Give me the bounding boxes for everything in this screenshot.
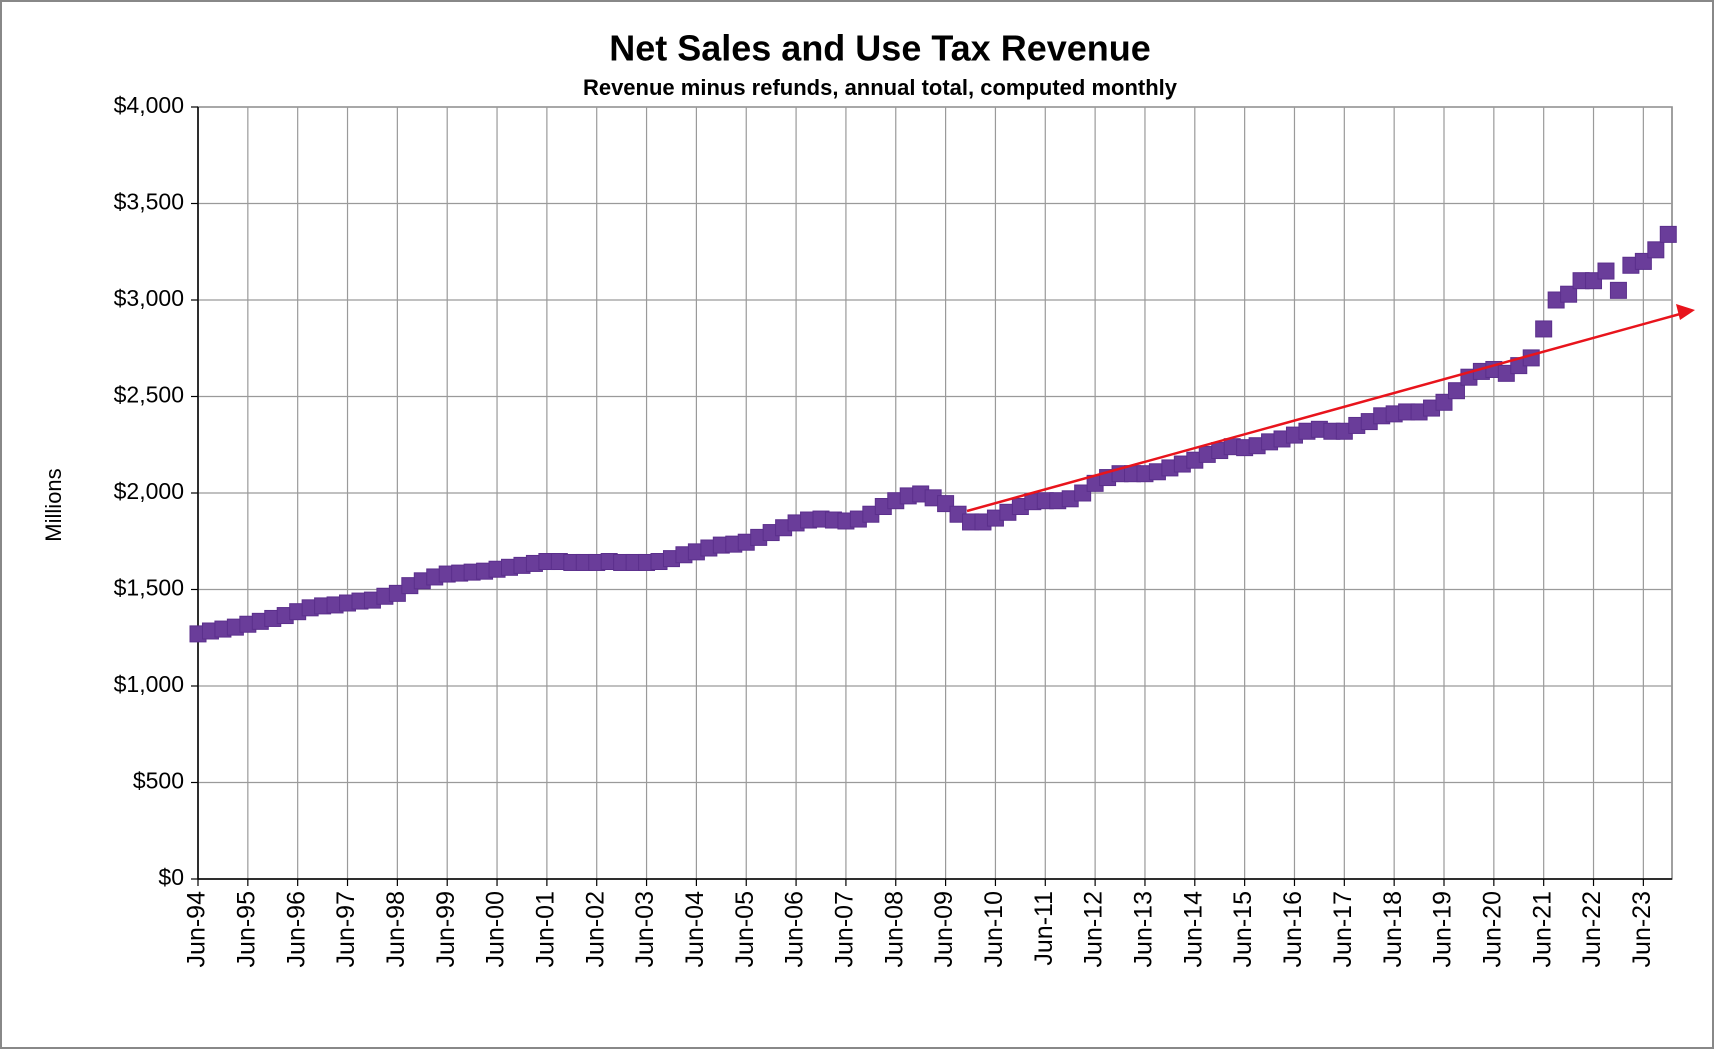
data-point: [1659, 225, 1677, 243]
x-tick-label: Jun-19: [1429, 891, 1457, 967]
x-tick-label: Jun-20: [1478, 891, 1506, 967]
x-tick-label: Jun-06: [781, 891, 809, 967]
y-tick-label: $500: [133, 768, 184, 794]
x-tick-label: Jun-14: [1179, 891, 1207, 968]
y-tick-label: $4,000: [114, 92, 184, 118]
chart-title: Net Sales and Use Tax Revenue: [609, 28, 1151, 69]
x-tick-label: Jun-12: [1080, 891, 1108, 967]
chart-subtitle: Revenue minus refunds, annual total, com…: [583, 75, 1178, 100]
y-tick-label: $1,000: [114, 671, 184, 697]
x-tick-label: Jun-13: [1130, 891, 1158, 967]
y-tick-label: $3,500: [114, 189, 184, 215]
y-tick-label: $2,500: [114, 382, 184, 408]
x-tick-label: Jun-01: [531, 891, 559, 967]
x-tick-label: Jun-10: [980, 891, 1008, 967]
x-tick-label: Jun-99: [432, 891, 460, 967]
data-point: [1560, 285, 1578, 303]
x-tick-label: Jun-17: [1329, 891, 1357, 967]
y-tick-label: $3,000: [114, 285, 184, 311]
x-tick-label: Jun-00: [482, 891, 510, 967]
x-tick-label: Jun-03: [631, 891, 659, 967]
data-point: [1647, 241, 1665, 259]
x-tick-label: Jun-07: [831, 891, 859, 967]
x-tick-label: Jun-97: [332, 891, 360, 967]
x-tick-label: Jun-21: [1528, 891, 1556, 967]
x-tick-label: Jun-02: [581, 891, 609, 967]
x-tick-label: Jun-15: [1229, 891, 1257, 967]
plot-area: $0 $500 $1,000 $1,500 $2,000 $2,500 $3,000 $3,5…: [114, 92, 1677, 967]
data-point: [1535, 320, 1553, 338]
x-tick-label: Jun-18: [1379, 891, 1407, 967]
x-tick-label: Jun-04: [681, 891, 709, 968]
y-axis-label: Millions: [41, 468, 66, 541]
x-tick-label: Jun-94: [183, 891, 211, 968]
data-point: [1447, 382, 1465, 400]
x-tick-label: Jun-95: [232, 891, 260, 967]
y-tick-label: $0: [158, 864, 184, 890]
x-tick-label: Jun-96: [282, 891, 310, 967]
x-tick-label: Jun-98: [382, 891, 410, 967]
y-tick-label: $1,500: [114, 575, 184, 601]
data-point: [1597, 262, 1615, 280]
trend-arrowhead: [1676, 304, 1695, 320]
x-tick-label: Jun-23: [1628, 891, 1656, 967]
x-tick-label: Jun-22: [1578, 891, 1606, 967]
x-tick-label: Jun-08: [880, 891, 908, 967]
x-tick-label: Jun-09: [930, 891, 958, 967]
data-point: [1609, 281, 1627, 299]
x-tick-label: Jun-16: [1279, 891, 1307, 967]
y-tick-label: $2,000: [114, 478, 184, 504]
x-tick-label: Jun-11: [1030, 891, 1058, 966]
x-tick-label: Jun-05: [731, 891, 759, 967]
trend-arrow: [966, 312, 1681, 513]
